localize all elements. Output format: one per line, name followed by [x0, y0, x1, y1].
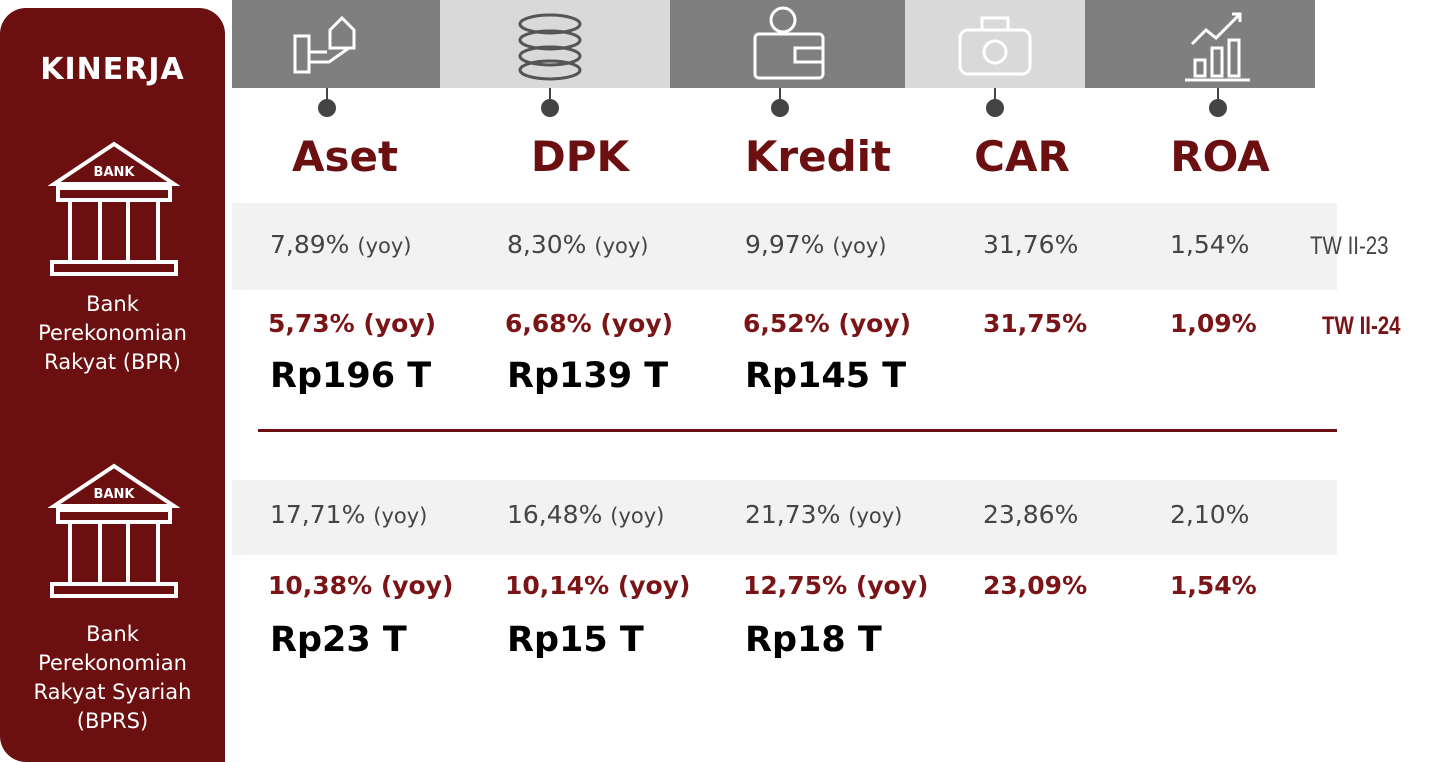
bank-icon: BANK — [48, 140, 180, 280]
total-value: Rp145 T — [745, 356, 906, 396]
current-value: 31,75% — [983, 309, 1087, 338]
current-value: 23,09% — [983, 571, 1087, 600]
column-heading: CAR — [912, 132, 1132, 181]
previous-value: 8,30% (yoy) — [507, 230, 648, 259]
value: 31,76% — [983, 230, 1078, 259]
previous-value: 23,86% — [983, 500, 1078, 529]
total-value: Rp15 T — [507, 620, 644, 660]
total-value: Rp196 T — [270, 356, 431, 396]
value: 16,48% — [507, 500, 602, 529]
value: 23,86% — [983, 500, 1078, 529]
value: 8,30% — [507, 230, 586, 259]
previous-value: 16,48% (yoy) — [507, 500, 664, 529]
note: (yoy) — [373, 504, 427, 528]
column-heading: Kredit — [708, 132, 928, 181]
previous-value: 2,10% — [1170, 500, 1249, 529]
note: (yoy) — [848, 504, 902, 528]
value: 21,73% — [745, 500, 840, 529]
bank-icon: BANK — [48, 462, 180, 602]
value: 2,10% — [1170, 500, 1249, 529]
note: (yoy) — [357, 234, 411, 258]
column-heading: DPK — [470, 132, 690, 181]
previous-value: 21,73% (yoy) — [745, 500, 902, 529]
current-value: 1,09% — [1170, 309, 1257, 338]
previous-value: 7,89% (yoy) — [270, 230, 411, 259]
period-label: TW II-23 — [1310, 232, 1389, 261]
previous-value: 31,76% — [983, 230, 1078, 259]
bank-name: Bank Perekonomian Rakyat (BPR) — [10, 290, 215, 377]
page: KINERJA BANK BANK Bank Perekonomian Raky… — [0, 0, 1449, 762]
divider — [258, 429, 1337, 432]
column-heading: ROA — [1110, 132, 1330, 181]
current-value: 6,52% (yoy) — [743, 309, 911, 338]
total-value: Rp23 T — [270, 620, 407, 660]
total-value: Rp18 T — [745, 620, 882, 660]
value: 17,71% — [270, 500, 365, 529]
previous-value: 17,71% (yoy) — [270, 500, 427, 529]
column-heading: Aset — [235, 132, 455, 181]
value: 9,97% — [745, 230, 824, 259]
value: 7,89% — [270, 230, 349, 259]
previous-value: 1,54% — [1170, 230, 1249, 259]
current-value: 6,68% (yoy) — [505, 309, 673, 338]
note: (yoy) — [594, 234, 648, 258]
note: (yoy) — [832, 234, 886, 258]
bank-icon-label: BANK — [94, 165, 136, 180]
bank-icon-label: BANK — [94, 487, 136, 502]
note: (yoy) — [610, 504, 664, 528]
period-label: TW II-24 — [1322, 312, 1401, 341]
total-value: Rp139 T — [507, 356, 668, 396]
current-value: 1,54% — [1170, 571, 1257, 600]
current-value: 10,38% (yoy) — [268, 571, 453, 600]
bank-name: Bank Perekonomian Rakyat Syariah (BPRS) — [10, 620, 215, 736]
current-value: 10,14% (yoy) — [505, 571, 690, 600]
header-icons — [0, 0, 1449, 125]
previous-value: 9,97% (yoy) — [745, 230, 886, 259]
value: 1,54% — [1170, 230, 1249, 259]
current-value: 12,75% (yoy) — [743, 571, 928, 600]
current-value: 5,73% (yoy) — [268, 309, 436, 338]
